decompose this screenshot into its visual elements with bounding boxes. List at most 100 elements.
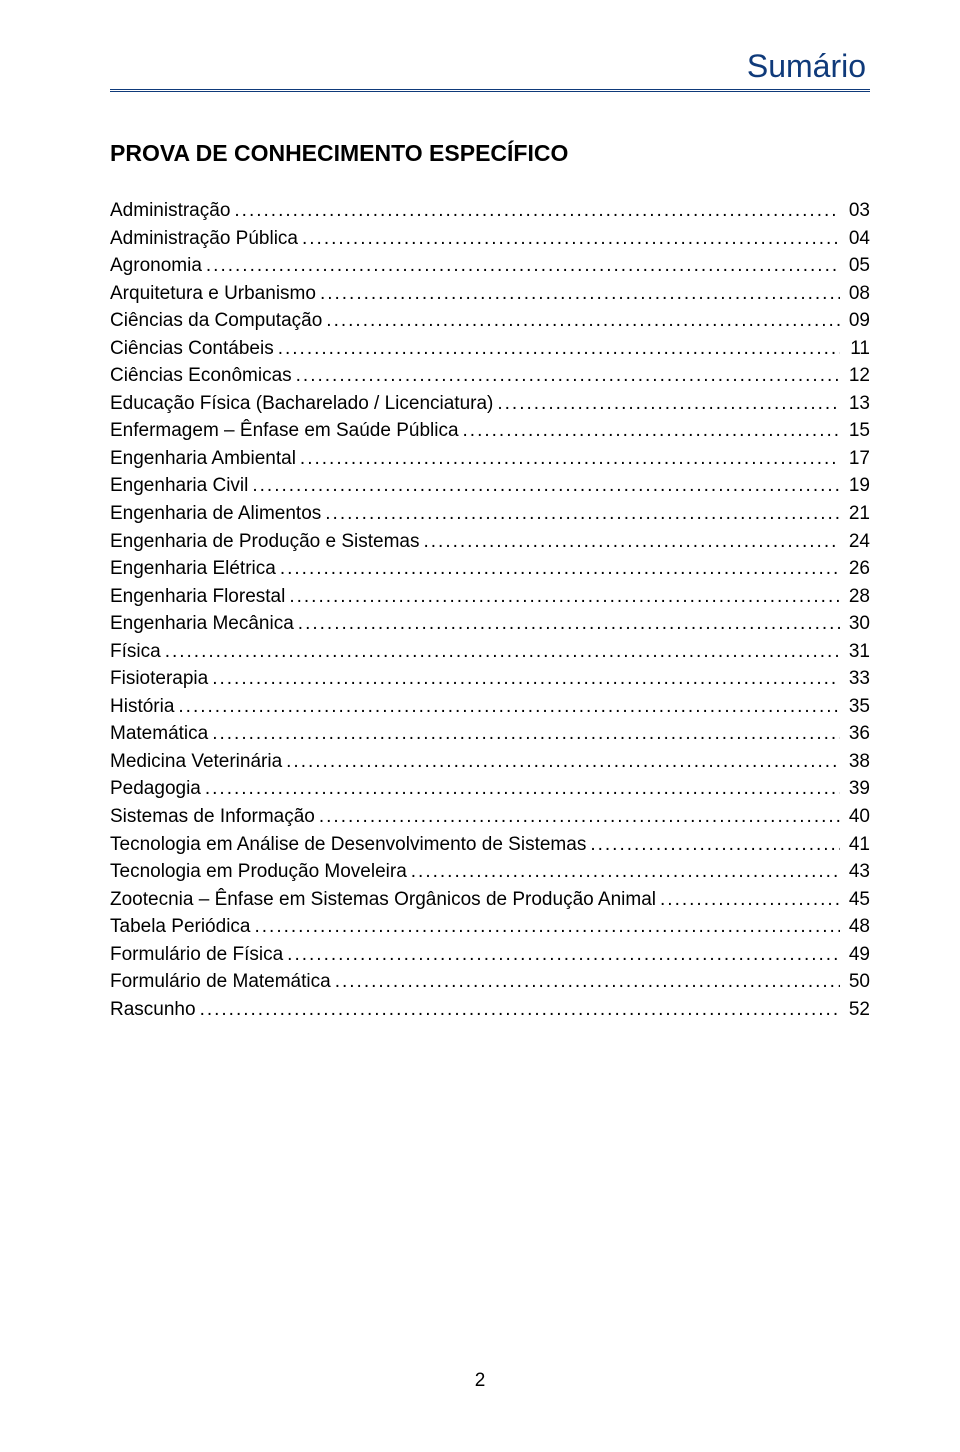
page-number: 2 <box>0 1370 960 1392</box>
toc-dots <box>331 968 840 996</box>
toc-dots <box>196 996 840 1024</box>
toc-label: Tecnologia em Análise de Desenvolvimento… <box>110 831 586 859</box>
toc-label: Pedagogia <box>110 775 201 803</box>
toc-label: Administração <box>110 197 230 225</box>
toc-label: Enfermagem – Ênfase em Saúde Pública <box>110 417 459 445</box>
toc-label: Formulário de Física <box>110 941 283 969</box>
toc-page: 28 <box>840 583 870 611</box>
toc-page: 45 <box>840 886 870 914</box>
toc-page: 31 <box>840 638 870 666</box>
toc-row: Formulário de Matemática50 <box>110 968 870 996</box>
toc-label: Engenharia de Produção e Sistemas <box>110 528 419 556</box>
toc-dots <box>296 445 840 473</box>
toc-row: Rascunho 52 <box>110 996 870 1024</box>
toc-page: 43 <box>840 858 870 886</box>
toc-page: 04 <box>840 225 870 253</box>
toc-dots <box>274 335 840 363</box>
toc-dots <box>321 500 840 528</box>
toc-dots <box>459 417 840 445</box>
toc-page: 39 <box>840 775 870 803</box>
toc-list: Administração03Administração Pública04Ag… <box>110 197 870 1023</box>
toc-dots <box>276 555 840 583</box>
toc-dots <box>230 197 840 225</box>
toc-row: Agronomia 05 <box>110 252 870 280</box>
toc-label: Física <box>110 638 161 666</box>
section-title: PROVA DE CONHECIMENTO ESPECÍFICO <box>110 140 870 167</box>
toc-page: 17 <box>840 445 870 473</box>
toc-dots <box>493 390 840 418</box>
toc-page: 40 <box>840 803 870 831</box>
toc-page: 09 <box>840 307 870 335</box>
toc-row: Engenharia Civil 19 <box>110 472 870 500</box>
toc-page: 24 <box>840 528 870 556</box>
toc-dots <box>208 665 840 693</box>
toc-row: Matemática36 <box>110 720 870 748</box>
toc-row: Engenharia Mecânica 30 <box>110 610 870 638</box>
toc-page: 36 <box>840 720 870 748</box>
toc-label: Administração Pública <box>110 225 298 253</box>
toc-page: 30 <box>840 610 870 638</box>
toc-row: Formulário de Física49 <box>110 941 870 969</box>
toc-page: 33 <box>840 665 870 693</box>
toc-label: Engenharia Civil <box>110 472 248 500</box>
toc-row: Tecnologia em Produção Moveleira43 <box>110 858 870 886</box>
toc-page: 08 <box>840 280 870 308</box>
toc-dots <box>285 583 840 611</box>
toc-row: Pedagogia 39 <box>110 775 870 803</box>
toc-row: Enfermagem – Ênfase em Saúde Pública 15 <box>110 417 870 445</box>
toc-page: 19 <box>840 472 870 500</box>
toc-page: 11 <box>840 335 870 363</box>
toc-row: Ciências da Computação09 <box>110 307 870 335</box>
toc-page: 15 <box>840 417 870 445</box>
toc-dots <box>292 362 840 390</box>
toc-page: 26 <box>840 555 870 583</box>
toc-page: 03 <box>840 197 870 225</box>
toc-row: Administração Pública 04 <box>110 225 870 253</box>
toc-row: Zootecnia – Ênfase em Sistemas Orgânicos… <box>110 886 870 914</box>
toc-page: 48 <box>840 913 870 941</box>
toc-row: Arquitetura e Urbanismo 08 <box>110 280 870 308</box>
toc-row: Engenharia Ambiental17 <box>110 445 870 473</box>
toc-page: 38 <box>840 748 870 776</box>
toc-label: Engenharia de Alimentos <box>110 500 321 528</box>
toc-page: 52 <box>840 996 870 1024</box>
toc-label: Tabela Periódica <box>110 913 250 941</box>
toc-dots <box>202 252 840 280</box>
toc-row: Tecnologia em Análise de Desenvolvimento… <box>110 831 870 859</box>
toc-row: Administração 03 <box>110 197 870 225</box>
toc-label: Rascunho <box>110 996 196 1024</box>
toc-label: Engenharia Florestal <box>110 583 285 611</box>
toc-row: Engenharia Florestal 28 <box>110 583 870 611</box>
toc-row: Física 31 <box>110 638 870 666</box>
toc-label: Zootecnia – Ênfase em Sistemas Orgânicos… <box>110 886 656 914</box>
toc-page: 21 <box>840 500 870 528</box>
toc-dots <box>419 528 840 556</box>
toc-dots <box>250 913 840 941</box>
toc-row: Educação Física (Bacharelado / Licenciat… <box>110 390 870 418</box>
toc-row: Fisioterapia33 <box>110 665 870 693</box>
toc-dots <box>201 775 840 803</box>
toc-dots <box>208 720 840 748</box>
toc-row: Ciências Contábeis11 <box>110 335 870 363</box>
toc-label: Agronomia <box>110 252 202 280</box>
toc-page: 05 <box>840 252 870 280</box>
toc-label: Arquitetura e Urbanismo <box>110 280 316 308</box>
toc-label: Formulário de Matemática <box>110 968 331 996</box>
toc-dots <box>248 472 840 500</box>
toc-page: 13 <box>840 390 870 418</box>
toc-row: Engenharia Elétrica26 <box>110 555 870 583</box>
toc-dots <box>407 858 840 886</box>
toc-row: Engenharia de Produção e Sistemas 24 <box>110 528 870 556</box>
page: Sumário PROVA DE CONHECIMENTO ESPECÍFICO… <box>0 0 960 1452</box>
toc-label: Engenharia Mecânica <box>110 610 294 638</box>
toc-label: Sistemas de Informação <box>110 803 315 831</box>
toc-page: 35 <box>840 693 870 721</box>
header-title: Sumário <box>110 48 870 85</box>
toc-dots <box>656 886 840 914</box>
toc-dots <box>294 610 840 638</box>
toc-dots <box>283 941 840 969</box>
toc-row: História35 <box>110 693 870 721</box>
toc-dots <box>316 280 840 308</box>
toc-dots <box>282 748 840 776</box>
header-rule <box>110 89 870 92</box>
